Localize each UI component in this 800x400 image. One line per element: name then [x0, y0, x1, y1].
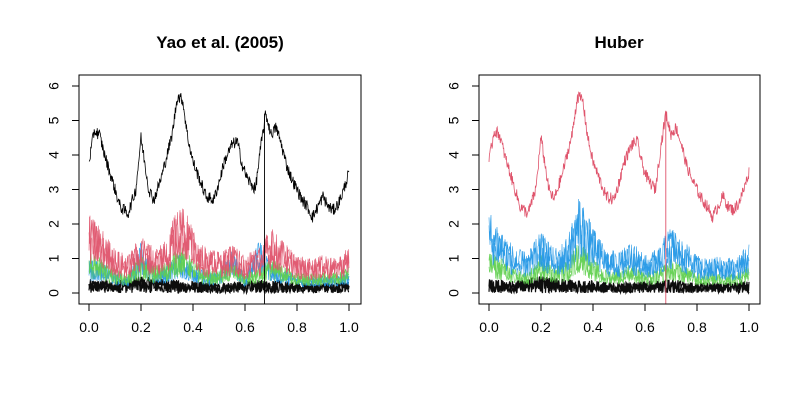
- series-band-2: [488, 244, 750, 287]
- series-band-1: [488, 198, 750, 281]
- x-tick-label: 0.4: [583, 319, 603, 335]
- x-tick-label: 1.0: [339, 319, 359, 335]
- y-tick-label: 1: [446, 254, 462, 262]
- y-axis: 0 1 2 3 4 5 6: [446, 82, 480, 297]
- series-band-2: [88, 247, 350, 287]
- y-tick-label: 4: [46, 151, 62, 159]
- x-tick-label: 0.8: [687, 319, 707, 335]
- x-tick-label: 0.0: [79, 319, 99, 335]
- y-tick-label: 2: [46, 220, 62, 228]
- series-band-1: [88, 208, 350, 281]
- y-tick-label: 4: [446, 151, 462, 159]
- x-tick-label: 0.4: [183, 319, 203, 335]
- y-tick-label: 6: [46, 82, 62, 90]
- plot-area: [488, 91, 750, 304]
- y-tick-label: 0: [446, 289, 462, 297]
- x-tick-label: 0.2: [131, 319, 151, 335]
- x-tick-label: 0.8: [287, 319, 307, 335]
- panel-huber: Huber 0 1 2 3 4 5 6 0.0 0.2 0.4 0.6 0.8 1.0: [446, 33, 761, 335]
- series-top-curve: [488, 91, 750, 223]
- y-tick-label: 3: [446, 185, 462, 193]
- plot-area: [88, 92, 350, 304]
- series-top-curve: [88, 92, 350, 223]
- y-tick-label: 0: [46, 289, 62, 297]
- x-tick-label: 0.6: [235, 319, 255, 335]
- y-tick-label: 3: [46, 185, 62, 193]
- x-tick-label: 0.6: [635, 319, 655, 335]
- x-tick-label: 0.2: [531, 319, 551, 335]
- x-tick-label: 0.0: [479, 319, 499, 335]
- y-axis: 0 1 2 3 4 5 6: [46, 82, 80, 297]
- x-axis: 0.0 0.2 0.4 0.6 0.8 1.0: [79, 303, 359, 335]
- y-tick-label: 5: [446, 116, 462, 124]
- panel-title: Huber: [594, 33, 644, 52]
- series-band-4: [88, 276, 350, 296]
- y-tick-label: 2: [446, 220, 462, 228]
- y-tick-label: 5: [46, 116, 62, 124]
- x-axis: 0.0 0.2 0.4 0.6 0.8 1.0: [479, 303, 759, 335]
- x-tick-label: 1.0: [739, 319, 759, 335]
- y-tick-label: 1: [46, 254, 62, 262]
- y-tick-label: 6: [446, 82, 462, 90]
- panel-title: Yao et al. (2005): [156, 33, 284, 52]
